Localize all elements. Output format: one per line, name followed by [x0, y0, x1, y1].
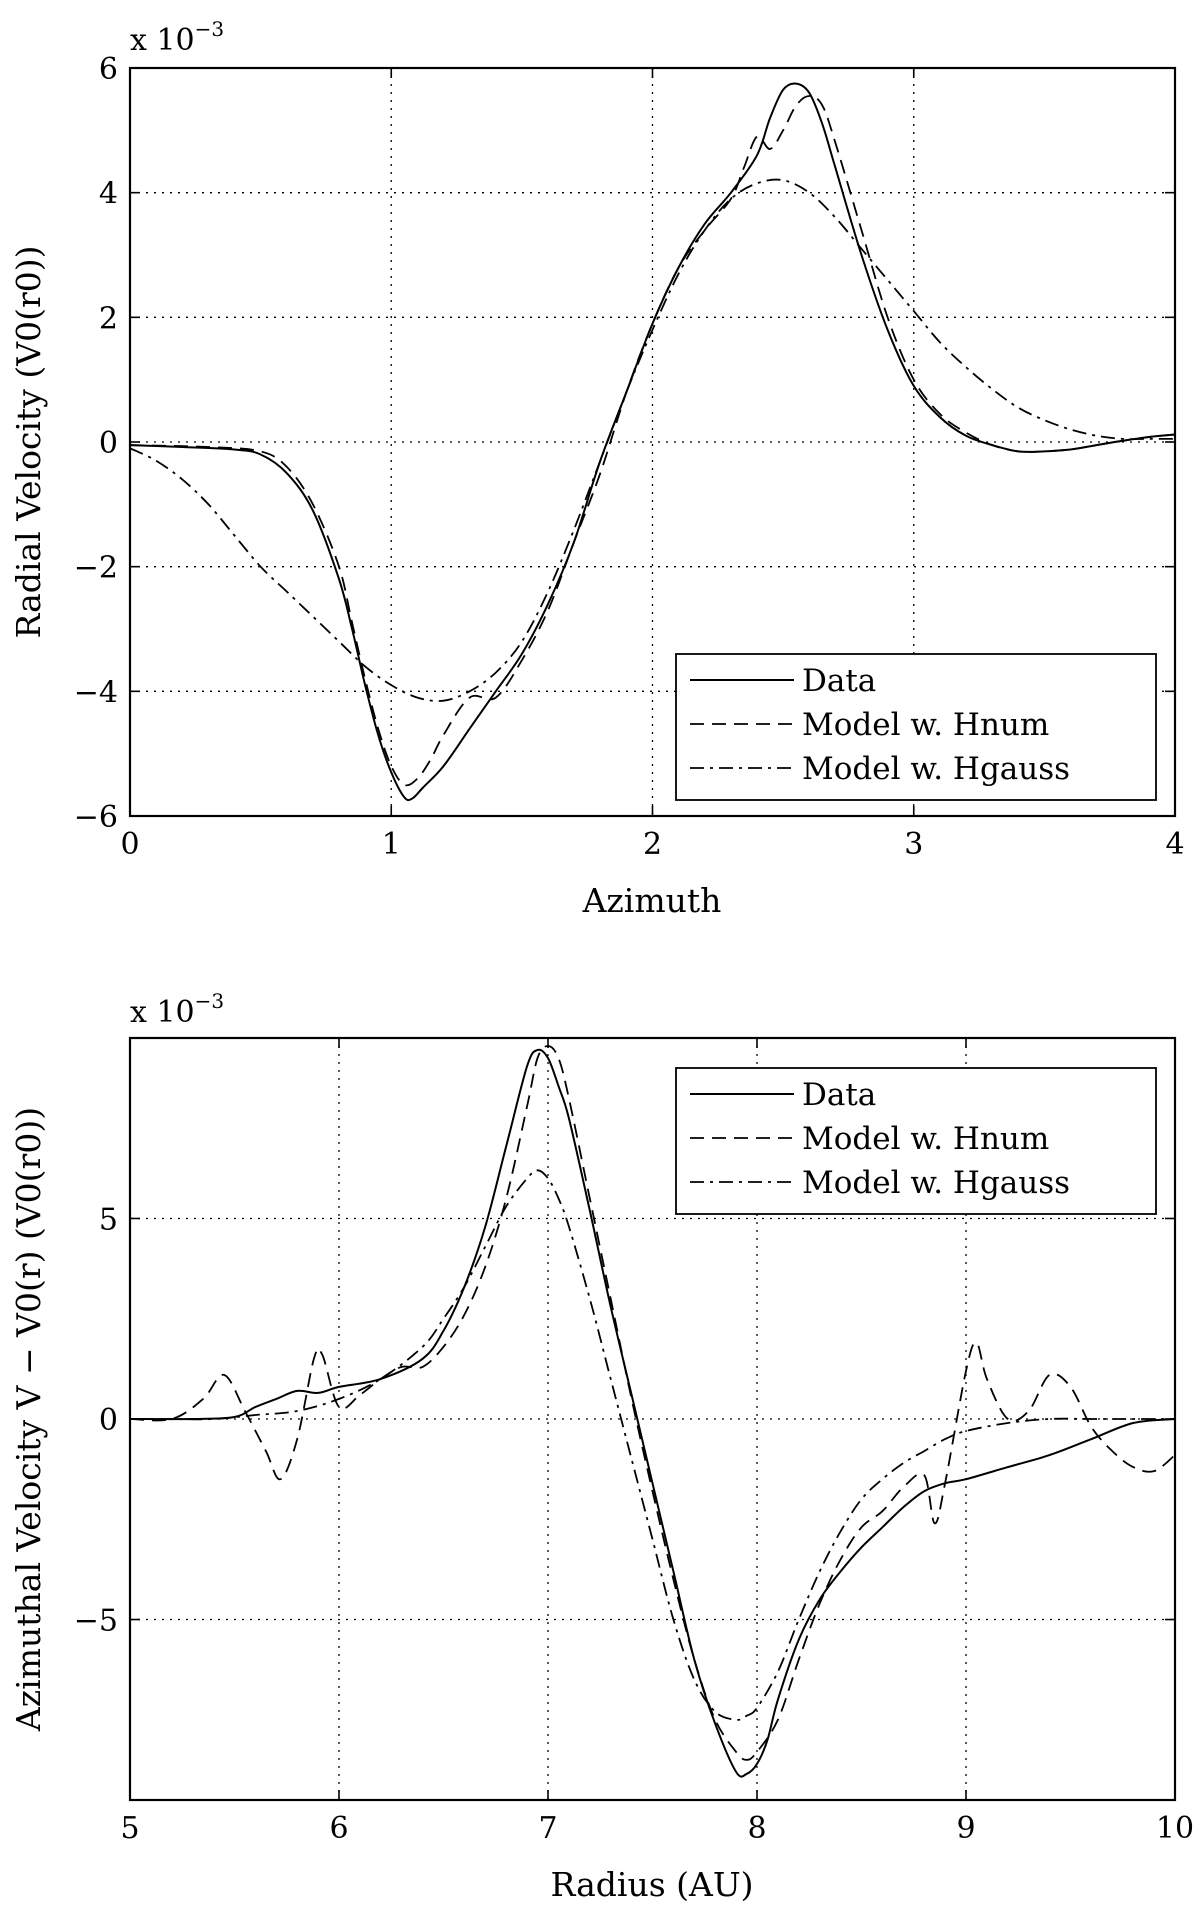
x-tick-label: 5 [120, 1811, 139, 1846]
y-tick-label: 5 [99, 1202, 118, 1237]
legend-box [675, 1067, 1157, 1215]
x-tick-label: 4 [1165, 827, 1184, 862]
series-line-hnum [130, 1045, 1175, 1761]
y-axis-label: Azimuthal Velocity V − V0(r) (V0(r0)) [9, 1107, 48, 1732]
series-line-hnum [130, 95, 1175, 787]
x-tick-label: 1 [382, 827, 401, 862]
legend-label-data: Data [802, 1077, 876, 1113]
series-group [130, 1045, 1175, 1778]
y-tick-label: 4 [99, 177, 118, 212]
tick-marks [129, 67, 1176, 817]
x-tick-label: 7 [538, 1811, 557, 1846]
x-tick-label: 2 [643, 827, 662, 862]
legend-label-hnum: Model w. Hnum [802, 707, 1049, 743]
y-tick-label: 6 [99, 52, 118, 87]
x-axis-label: Radius (AU) [550, 1865, 753, 1904]
x-tick-label: 8 [747, 1811, 766, 1846]
legend: Data Model w. Hnum Model w. Hgauss [675, 1067, 1157, 1215]
y-axis-label: Radial Velocity (V0(r0)) [9, 246, 48, 639]
legend-box [675, 653, 1157, 801]
tick-labels: 0 1 2 3 4 −6 −4 −2 0 2 4 6 [74, 52, 1185, 862]
x-tick-label: 3 [904, 827, 923, 862]
y-tick-label: −2 [74, 551, 118, 586]
x-axis-label: Azimuth [582, 881, 722, 920]
series-line-hgauss [130, 1169, 1175, 1721]
y-multiplier: x 10−3 [130, 17, 224, 58]
y-multiplier: x 10−3 [130, 989, 224, 1030]
tick-labels: 5 6 7 8 9 10 −5 0 5 [74, 1202, 1194, 1846]
legend-label-hgauss: Model w. Hgauss [802, 751, 1070, 787]
y-tick-label: 2 [99, 301, 118, 336]
tick-marks [129, 1038, 1176, 1800]
series-line-data [130, 1048, 1175, 1778]
y-tick-label: 0 [99, 1403, 118, 1438]
radial-velocity-chart: 0 1 2 3 4 −6 −4 −2 0 2 4 6 x 10−3 Azimuth Radial Ve… [9, 17, 1185, 920]
x-tick-label: 0 [120, 827, 139, 862]
legend: Data Model w. Hnum Model w. Hgauss [675, 653, 1157, 801]
x-tick-label: 10 [1156, 1811, 1194, 1846]
y-tick-label: 0 [99, 426, 118, 461]
azimuthal-velocity-chart: 5 6 7 8 9 10 −5 0 5 x 10−3 Radius (AU) Azimuthal… [9, 989, 1194, 1904]
y-tick-label: −6 [74, 800, 118, 835]
y-tick-label: −5 [74, 1604, 118, 1639]
series-line-hgauss [130, 178, 1175, 702]
legend-label-data: Data [802, 663, 876, 699]
y-tick-label: −4 [74, 675, 118, 710]
x-tick-label: 9 [956, 1811, 975, 1846]
legend-label-hnum: Model w. Hnum [802, 1121, 1049, 1157]
x-tick-label: 6 [329, 1811, 348, 1846]
legend-label-hgauss: Model w. Hgauss [802, 1165, 1070, 1201]
series-group [130, 82, 1175, 802]
series-line-data [130, 82, 1175, 802]
